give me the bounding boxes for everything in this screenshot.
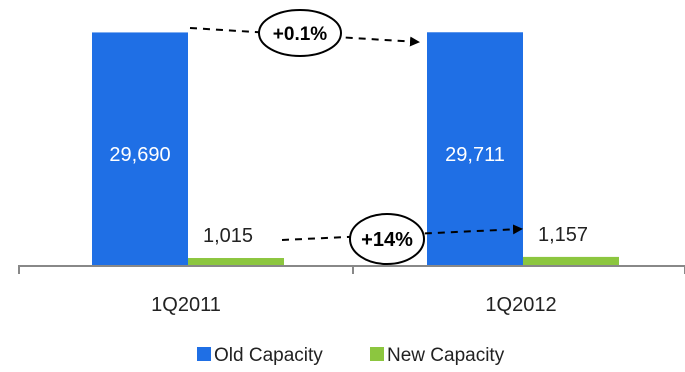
legend-swatch-new-capacity <box>370 347 384 361</box>
bar-new-capacity-1q2011 <box>188 258 284 266</box>
bar-new-capacity-1q2012 <box>523 256 619 266</box>
annotation-old-capacity-change: +0.1% <box>273 24 328 45</box>
annotation-oval-new <box>349 213 425 265</box>
value-label-new-1q2011: 1,015 <box>203 225 253 247</box>
legend-swatch-old-capacity <box>197 347 211 361</box>
bar-old-capacity-1q2012 <box>427 32 523 266</box>
annotation-new-capacity-change: +14% <box>361 229 413 251</box>
legend-label-new-capacity: New Capacity <box>387 345 505 366</box>
annotation-oval-old <box>258 9 342 57</box>
value-label-new-1q2012: 1,157 <box>538 224 588 246</box>
legend-label-old-capacity: Old Capacity <box>214 345 323 366</box>
value-label-old-1q2011: 29,690 <box>109 144 170 166</box>
value-label-old-1q2012: 29,711 <box>445 144 505 166</box>
x-tick-label-1q2012: 1Q2012 <box>485 294 556 316</box>
bar-old-capacity-1q2011 <box>92 32 188 267</box>
x-tick-label-1q2011: 1Q2011 <box>151 294 221 316</box>
